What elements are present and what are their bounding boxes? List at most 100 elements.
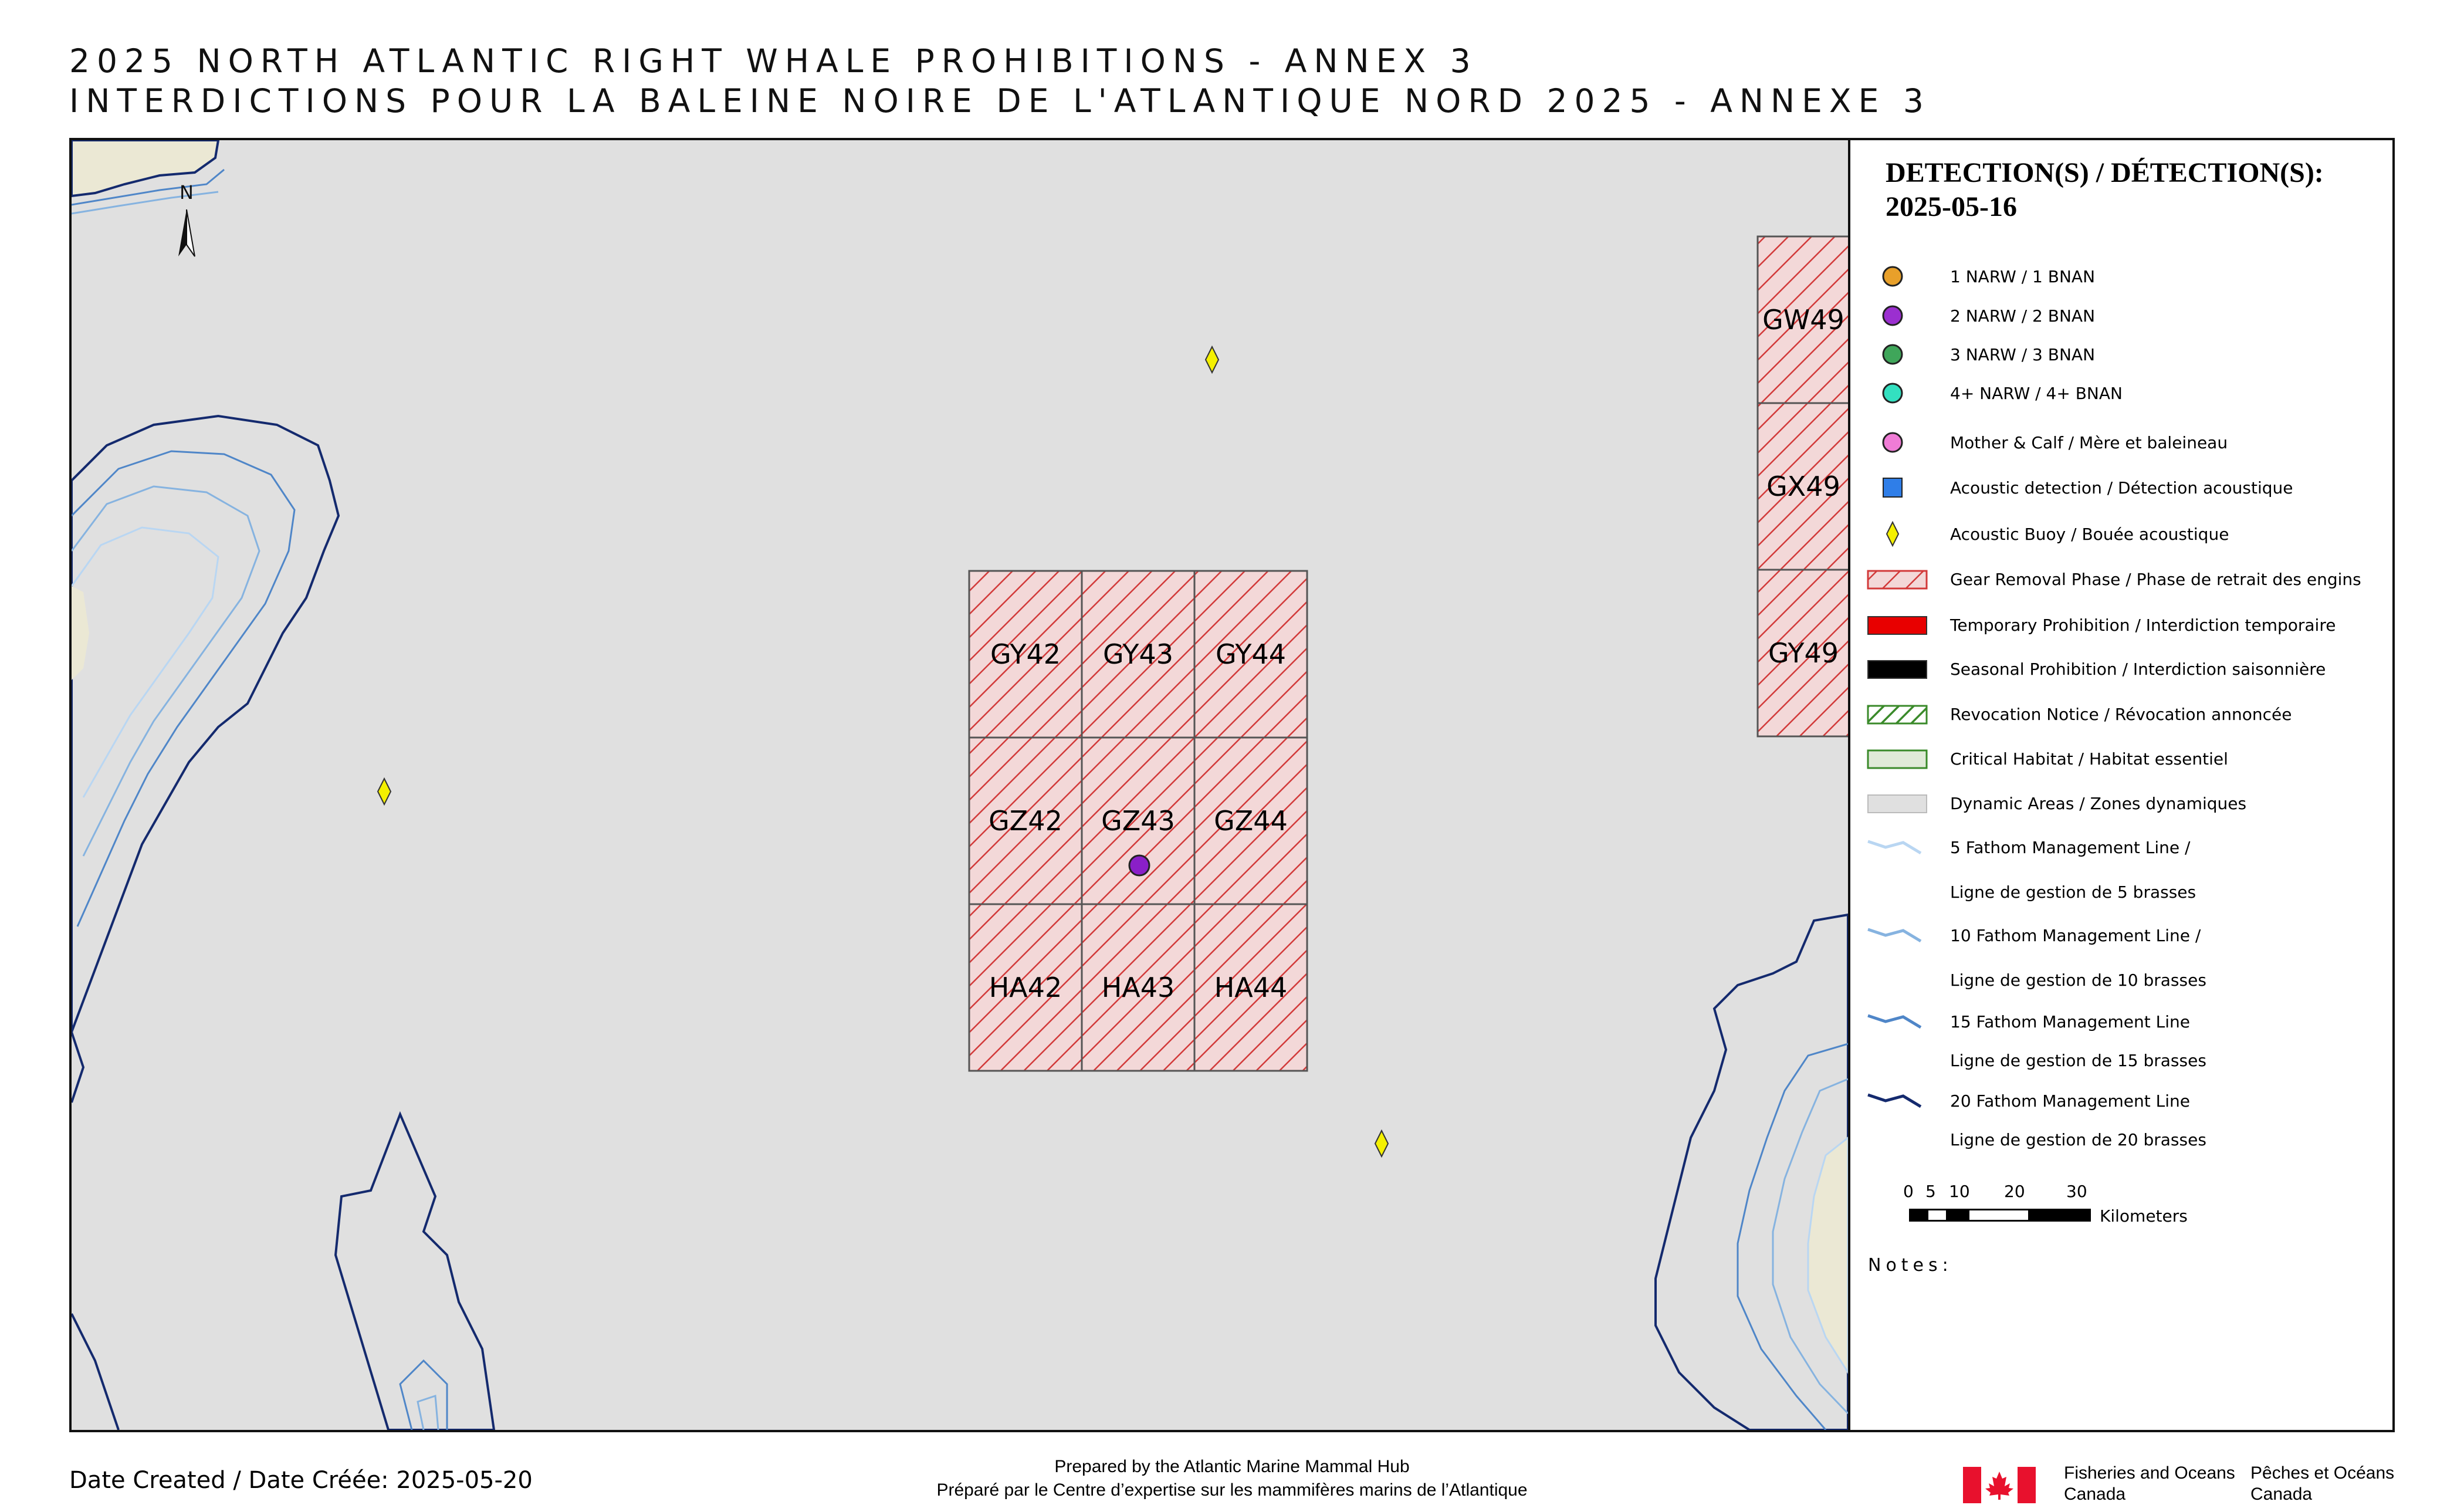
edge-cell-label: GX49 bbox=[1766, 471, 1840, 502]
grid-cell-gz43[interactable]: GZ43 bbox=[1081, 736, 1196, 905]
north-arrow-label: N bbox=[180, 181, 194, 204]
legend-fathom-label: 20 Fathom Management Line bbox=[1950, 1091, 2190, 1111]
grid-cell-area bbox=[1081, 903, 1196, 1072]
grid-cell-label: GY42 bbox=[990, 638, 1061, 670]
agency-fr-line1: Pêches et Océans bbox=[2250, 1463, 2395, 1483]
legend-item: Acoustic Buoy / Bouée acoustique bbox=[1862, 516, 2378, 552]
legend-item-label: Acoustic Buoy / Bouée acoustique bbox=[1950, 525, 2229, 544]
agency-fr-line2: Canada bbox=[2250, 1484, 2313, 1504]
grid-cell-gy42[interactable]: GY42 bbox=[968, 570, 1083, 739]
legend-item-label: Gear Removal Phase / Phase de retrait de… bbox=[1950, 570, 2361, 589]
edge-cell-area bbox=[1756, 235, 1853, 404]
legend-item-label: 4+ NARW / 4+ BNAN bbox=[1950, 384, 2123, 403]
scale-tick-label: 0 bbox=[1903, 1182, 1914, 1201]
legend-item-label: 2 NARW / 2 BNAN bbox=[1950, 306, 2096, 326]
legend-outline-icon bbox=[1867, 749, 1928, 769]
grid-cell-area bbox=[968, 736, 1083, 905]
coastline-top-left bbox=[72, 140, 225, 215]
acoustic-buoy-layer bbox=[377, 345, 1389, 1158]
legend-item-label: Revocation Notice / Révocation annoncée bbox=[1950, 705, 2292, 724]
acoustic-buoy-icon[interactable] bbox=[1204, 345, 1220, 374]
notes-label: Notes: bbox=[1868, 1255, 1953, 1276]
scale-bar-graphic bbox=[1909, 1209, 2091, 1222]
legend-item: Revocation Notice / Révocation annoncée bbox=[1862, 696, 2378, 732]
grid-cell-area bbox=[968, 570, 1083, 739]
grid-cell-label: HA43 bbox=[1102, 972, 1175, 1003]
detection-2-narw-marker[interactable] bbox=[1128, 854, 1150, 877]
legend-circle-icon bbox=[1882, 383, 1903, 404]
grid-cell-gz44[interactable]: GZ44 bbox=[1193, 736, 1308, 905]
legend-grey-icon bbox=[1867, 794, 1927, 813]
acoustic-buoy-icon[interactable] bbox=[377, 777, 392, 806]
legend-item: Dynamic Areas / Zones dynamiques bbox=[1862, 786, 2378, 821]
legend-item: Acoustic detection / Détection acoustiqu… bbox=[1862, 470, 2378, 505]
legend-fathom-line-icon bbox=[1867, 1014, 1922, 1029]
grid-cell-gy43[interactable]: GY43 bbox=[1081, 570, 1196, 739]
agency-en-line1: Fisheries and Oceans bbox=[2064, 1463, 2235, 1483]
grid-cell-label: GY44 bbox=[1216, 638, 1286, 670]
edge-cell-label: GW49 bbox=[1762, 304, 1844, 336]
legend-item: 2 NARW / 2 BNAN bbox=[1862, 298, 2378, 333]
legend-panel: DETECTION(S) / DÉTECTION(S): 2025-05-16 … bbox=[1848, 140, 2392, 1430]
legend-solid-icon bbox=[1867, 660, 1927, 679]
edge-cell-area bbox=[1756, 569, 1853, 738]
legend-square-icon bbox=[1883, 478, 1903, 498]
agency-en-line2: Canada bbox=[2064, 1484, 2126, 1504]
grid-cell-label: GY43 bbox=[1103, 638, 1173, 670]
edge-cell-gx49[interactable]: GX49 bbox=[1756, 402, 1853, 571]
grid-cell-gz42[interactable]: GZ42 bbox=[968, 736, 1083, 905]
acoustic-buoy-icon[interactable] bbox=[1374, 1129, 1389, 1158]
date-created: Date Created / Date Créée: 2025-05-20 bbox=[69, 1467, 533, 1494]
legend-item: 3 NARW / 3 BNAN bbox=[1862, 337, 2378, 372]
grid-cell-label: HA42 bbox=[989, 972, 1062, 1003]
map-title-english: 2025 NORTH ATLANTIC RIGHT WHALE PROHIBIT… bbox=[69, 42, 1478, 80]
legend-item: 4+ NARW / 4+ BNAN bbox=[1862, 376, 2378, 411]
gear-removal-grid[interactable]: GY42 GY43 GY44 GZ42 GZ43 GZ44 HA42 HA43 HA44 bbox=[968, 570, 1308, 1072]
legend-solid-icon bbox=[1867, 616, 1927, 635]
legend-item: Critical Habitat / Habitat essentiel bbox=[1862, 741, 2378, 776]
prepared-by-english: Prepared by the Atlantic Marine Mammal H… bbox=[1054, 1457, 1410, 1476]
legend-fathom-label: 15 Fathom Management Line bbox=[1950, 1012, 2190, 1031]
legend-heading-title: DETECTION(S) / DÉTECTION(S): bbox=[1886, 157, 2324, 188]
legend-item-label: Mother & Calf / Mère et baleineau bbox=[1950, 433, 2228, 452]
edge-cell-gw49[interactable]: GW49 bbox=[1756, 235, 1853, 404]
scale-tick-label: 5 bbox=[1925, 1182, 1936, 1201]
grid-cell-ha42[interactable]: HA42 bbox=[968, 903, 1083, 1072]
grid-cell-ha43[interactable]: HA43 bbox=[1081, 903, 1196, 1072]
grid-cell-gy44[interactable]: GY44 bbox=[1193, 570, 1308, 739]
gear-removal-edge-cells[interactable]: GW49 GX49 GY49 bbox=[1756, 235, 1853, 738]
legend-fathom-label-fr: Ligne de gestion de 10 brasses bbox=[1950, 970, 2206, 990]
scale-bar: 0 5 10 20 30 Kilometers bbox=[1897, 1182, 2202, 1229]
coastline-bottom-left bbox=[334, 1111, 496, 1430]
legend-hatch-red-icon bbox=[1867, 570, 1928, 590]
grid-cell-ha44[interactable]: HA44 bbox=[1193, 903, 1308, 1072]
map-frame[interactable]: GY42 GY43 GY44 GZ42 GZ43 GZ44 HA42 HA43 HA44 GW4… bbox=[69, 138, 2395, 1432]
legend-circle-icon bbox=[1882, 305, 1903, 326]
legend-hatch-green-icon bbox=[1867, 705, 1928, 725]
legend-circle-icon bbox=[1882, 432, 1903, 453]
legend-circle-icon bbox=[1882, 344, 1903, 365]
legend-item-label: Critical Habitat / Habitat essentiel bbox=[1950, 749, 2228, 769]
canada-flag-icon bbox=[1963, 1467, 2036, 1503]
legend-item-label: 3 NARW / 3 BNAN bbox=[1950, 345, 2096, 364]
grid-cell-label: GZ43 bbox=[1101, 805, 1175, 837]
grid-cell-label: HA44 bbox=[1214, 972, 1288, 1003]
legend-fathom-label: 10 Fathom Management Line / bbox=[1950, 926, 2201, 945]
grid-cell-label: GZ42 bbox=[989, 805, 1062, 837]
legend-diamond-icon bbox=[1886, 520, 1900, 547]
agency-name-english: Fisheries and Oceans Canada bbox=[2064, 1463, 2235, 1505]
prepared-by-french: Préparé par le Centre d’expertise sur le… bbox=[936, 1480, 1528, 1500]
legend-heading-date: 2025-05-16 bbox=[1886, 191, 2017, 222]
legend-item: Gear Removal Phase / Phase de retrait de… bbox=[1862, 562, 2378, 597]
legend-fathom-label: 5 Fathom Management Line / bbox=[1950, 838, 2191, 857]
legend-item: Mother & Calf / Mère et baleineau bbox=[1862, 425, 2378, 460]
legend-item: Seasonal Prohibition / Interdiction sais… bbox=[1862, 651, 2378, 686]
legend-fathom-line-icon bbox=[1867, 928, 1922, 943]
scale-tick-label: 20 bbox=[2004, 1182, 2025, 1201]
north-arrow-icon: N bbox=[178, 181, 195, 257]
legend-circle-icon bbox=[1882, 266, 1903, 287]
scale-tick-label: 10 bbox=[1949, 1182, 1970, 1201]
legend-item-label: Dynamic Areas / Zones dynamiques bbox=[1950, 794, 2247, 813]
edge-cell-gy49[interactable]: GY49 bbox=[1756, 569, 1853, 738]
legend-fathom-line-icon bbox=[1867, 840, 1922, 855]
